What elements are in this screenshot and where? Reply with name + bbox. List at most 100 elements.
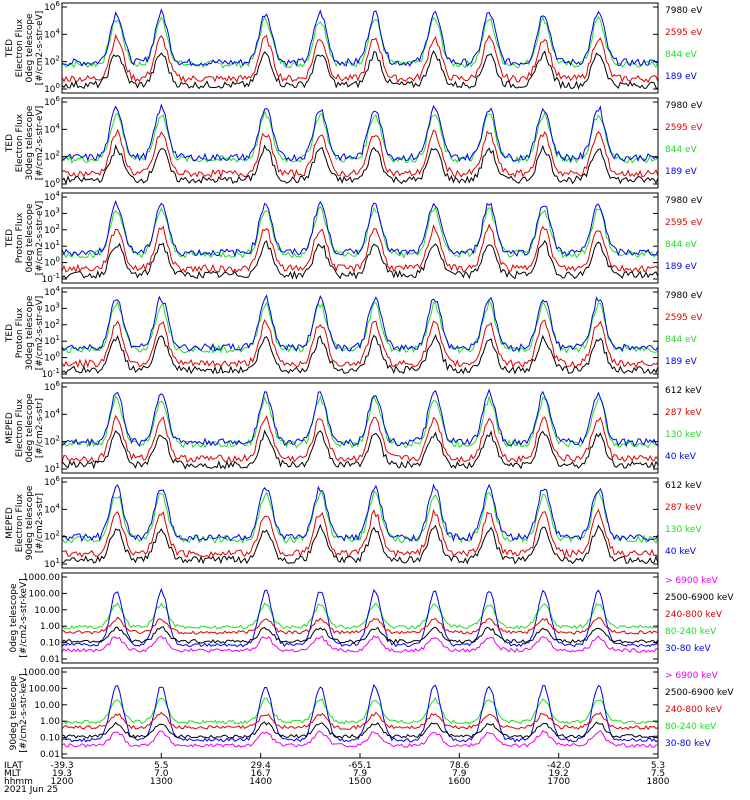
panel-5-trace-red bbox=[62, 414, 658, 464]
panel-4-ytick-label: 100 bbox=[44, 351, 60, 364]
panel-1-legend-entry: 7980 eV bbox=[665, 6, 703, 16]
panel-3-ytick-label: 102 bbox=[44, 223, 60, 236]
panel-5-ylabel-line: 0deg telescope bbox=[25, 393, 35, 463]
panel-8-ylabel-line: [#/cm2-s-str-keV] bbox=[19, 673, 29, 752]
panel-7-legend-entry: 2500-6900 keV bbox=[665, 593, 734, 603]
xtick-label: -65.1 bbox=[348, 761, 371, 771]
panel-1-ytick-label: 106 bbox=[44, 0, 60, 13]
panel-7-legend-entry: 30-80 keV bbox=[665, 644, 711, 654]
panel-8-trace-red bbox=[62, 711, 658, 731]
panel-8-trace-blue bbox=[62, 683, 658, 743]
panel-8-ytick-label: 0.10 bbox=[40, 734, 60, 744]
panel-2-legend-entry: 189 eV bbox=[665, 167, 698, 177]
panel-4-trace-red bbox=[62, 318, 658, 369]
panel-1-trace-green bbox=[62, 15, 658, 69]
panel-8-legend-entry: 240-800 keV bbox=[665, 705, 723, 715]
panel-2-trace-green bbox=[62, 109, 658, 164]
panel-6-trace-blue bbox=[62, 483, 658, 543]
xtick-label: 1800 bbox=[647, 777, 670, 787]
panel-3-legend-entry: 7980 eV bbox=[665, 196, 703, 206]
panel-2-trace-blue bbox=[62, 103, 658, 163]
panel-3-ytick-label: 10-1 bbox=[42, 272, 60, 285]
xtick-label: 5.5 bbox=[154, 761, 168, 771]
panel-3-traces bbox=[62, 199, 658, 280]
xaxis-row-label: MLT bbox=[4, 769, 22, 779]
panel-1-trace-black bbox=[62, 50, 658, 90]
panel-6-ylabel-line: [#/cm2-s-str] bbox=[35, 493, 45, 553]
panel-6-frame bbox=[61, 477, 659, 569]
panel-7-ytick-label: 0.01 bbox=[40, 655, 60, 665]
panel-5: 106 104 102 101 MEPED Electron Flux 0deg teles… bbox=[5, 380, 702, 475]
panel-2-ytick-label: 102 bbox=[44, 150, 60, 163]
panel-6-legend-entry: 130 keV bbox=[665, 525, 702, 535]
panel-7-ylabel-line: 0deg telescope bbox=[9, 583, 19, 653]
panel-7-frame bbox=[61, 572, 659, 664]
panel-3-legend-entry: 189 eV bbox=[665, 262, 698, 272]
xtick-label: 16.7 bbox=[251, 769, 271, 779]
xtick-label: -39.3 bbox=[50, 761, 73, 771]
panel-3: 104 103 102 101 100 10-1 TED Proton Flux 0deg te… bbox=[5, 190, 703, 285]
panel-5-ytick-label: 101 bbox=[44, 462, 60, 475]
panel-4-ylabel-line: TED bbox=[5, 324, 15, 343]
panel-8-trace-green bbox=[62, 696, 658, 725]
panel-6-trace-red bbox=[62, 508, 658, 559]
panel-4-traces bbox=[62, 294, 658, 375]
panel-7-legend-entry: 240-800 keV bbox=[665, 610, 723, 620]
xtick-label: 29.4 bbox=[251, 761, 271, 771]
panel-6-ytick-label: 106 bbox=[44, 475, 60, 488]
panel-8-trace-black bbox=[62, 721, 658, 740]
xtick-label: 7.9 bbox=[452, 769, 467, 779]
panel-6-trace-black bbox=[62, 523, 658, 565]
panel-2-trace-black bbox=[62, 143, 658, 185]
time-axis: -39.3 5.5 29.4 -65.1 78.6 -42.0 5.3 19.3 7.0 16.7… bbox=[4, 753, 670, 795]
panel-2-ytick-label: 100 bbox=[44, 177, 60, 190]
panel-3-trace-green bbox=[62, 205, 658, 259]
panel-5-trace-blue bbox=[62, 388, 658, 448]
panel-8-legend-entry: 80-240 keV bbox=[665, 722, 717, 732]
panel-8-legend-entry: 30-80 keV bbox=[665, 739, 711, 749]
panel-1-legend-entry: 189 eV bbox=[665, 72, 698, 82]
panel-4-ytick-label: 103 bbox=[44, 301, 60, 314]
panel-5-ylabel-line: MEPED bbox=[5, 412, 15, 444]
panel-5-trace-black bbox=[62, 429, 658, 470]
xtick-label: 78.6 bbox=[449, 761, 469, 771]
panel-1-traces bbox=[62, 8, 658, 90]
panel-5-trace-green bbox=[62, 395, 658, 449]
xtick-label: 1700 bbox=[547, 777, 570, 787]
panel-7-trace-magenta bbox=[62, 635, 658, 653]
panel-7-ytick-label: 1.00 bbox=[40, 622, 60, 632]
panel-1-ytick-label: 100 bbox=[44, 82, 60, 95]
panel-1-ytick-label: 104 bbox=[44, 27, 60, 40]
panel-5-legend-entry: 130 keV bbox=[665, 430, 702, 440]
panel-5-ylabel-line: [#/cm2-s-str] bbox=[35, 398, 45, 458]
panel-5-legend-entry: 612 keV bbox=[665, 386, 702, 396]
panel-3-ytick-label: 100 bbox=[44, 256, 60, 269]
panel-6-traces bbox=[62, 483, 658, 565]
panel-2-legend-entry: 7980 eV bbox=[665, 101, 703, 111]
panel-2-ytick-label: 106 bbox=[44, 95, 60, 108]
panel-2-legend-entry: 844 eV bbox=[665, 145, 698, 155]
xaxis-row-label: hhmm bbox=[4, 777, 33, 787]
panel-3-trace-black bbox=[62, 239, 658, 280]
panel-5-ytick-label: 104 bbox=[44, 407, 60, 420]
panel-4-ytick-label: 10-1 bbox=[42, 367, 60, 380]
panel-4: 104 103 102 101 100 10-1 TED Proton Flux 30deg t… bbox=[5, 285, 703, 380]
panel-2-ylabel-line: Electron Flux bbox=[15, 113, 25, 172]
panel-8-ytick-label: 0.01 bbox=[40, 750, 60, 760]
panel-8-ylabel-line: 90deg telescope bbox=[9, 675, 19, 750]
panel-1-legend-entry: 844 eV bbox=[665, 50, 698, 60]
panel-4-ytick-label: 101 bbox=[44, 334, 60, 347]
panel-8-ytick-label: 1.00 bbox=[40, 717, 60, 727]
xtick-label: -42.0 bbox=[547, 761, 571, 771]
panel-2-frame bbox=[61, 97, 659, 189]
panel-1-ylabel-line: [#/cm2-s-str-eV] bbox=[35, 11, 45, 86]
panel-3-legend-entry: 844 eV bbox=[665, 240, 698, 250]
panel-1-trace-red bbox=[62, 33, 658, 84]
panel-5-ylabel-line: Electron Flux bbox=[15, 398, 25, 457]
panel-2-traces bbox=[62, 103, 658, 185]
panel-8-traces bbox=[62, 683, 658, 748]
panel-6-ytick-label: 101 bbox=[44, 557, 60, 570]
panel-8-ytick-label: 10.00 bbox=[34, 701, 60, 711]
panel-1-legend-entry: 2595 eV bbox=[665, 28, 703, 38]
